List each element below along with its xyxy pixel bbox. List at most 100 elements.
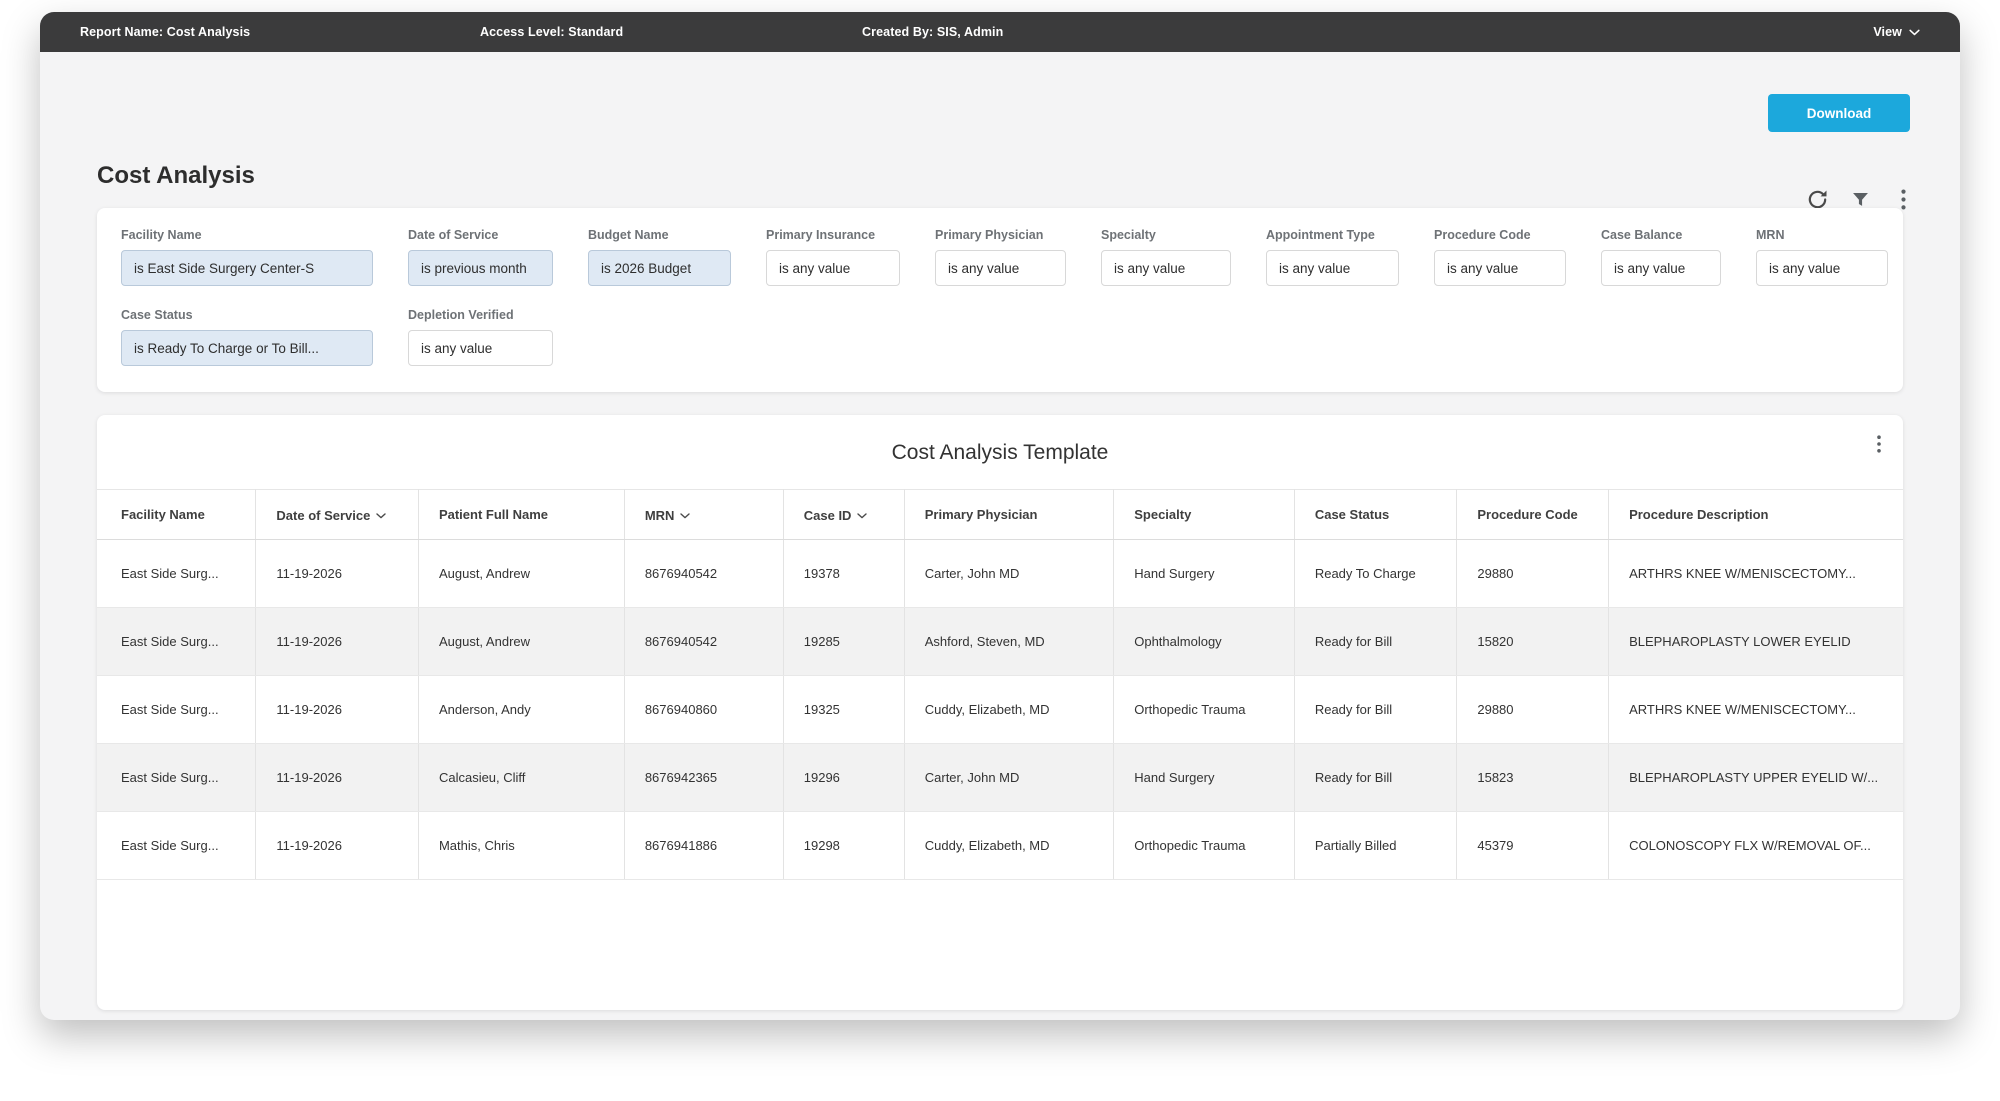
column-header-facility-name: Facility Name (97, 489, 257, 540)
filter-icon[interactable] (1847, 186, 1873, 212)
cell-specialty: Hand Surgery (1113, 743, 1295, 812)
table-row[interactable]: East Side Surg... 11-19-2026 Anderson, And… (97, 675, 1903, 744)
filter-label: Appointment Type (1266, 228, 1375, 242)
cell-patient-full-name: August, Andrew (418, 607, 625, 676)
filter-value-case-balance[interactable]: is any value (1601, 250, 1721, 286)
column-label: Procedure Code (1477, 507, 1578, 522)
filter-label: Primary Physician (935, 228, 1044, 242)
column-header-procedure-code: Procedure Code (1456, 489, 1610, 540)
cell-procedure-code: 29880 (1456, 675, 1610, 744)
cell-case-id: 19298 (783, 811, 905, 880)
cell-case-id: 19285 (783, 607, 905, 676)
cell-primary-physician: Cuddy, Elizabeth, MD (904, 675, 1115, 744)
sort-chevron-down-icon (857, 507, 868, 522)
table-title: Cost Analysis Template (891, 441, 1109, 464)
table-header-row: Facility Name Date of Service Patient Full… (97, 489, 1903, 540)
filter-value-mrn[interactable]: is any value (1756, 250, 1888, 286)
cell-facility-name: East Side Surg... (97, 811, 257, 880)
view-label: View (1873, 25, 1902, 39)
cell-case-status: Ready for Bill (1294, 675, 1458, 744)
table-row[interactable]: East Side Surg... 11-19-2026 August, Andre… (97, 607, 1903, 676)
filter-panel: Facility Name is East Side Surgery Center… (97, 208, 1903, 392)
filter-field-budget-name: Budget Name is 2026 Budget (588, 228, 731, 286)
filter-value-date-of-service[interactable]: is previous month (408, 250, 553, 286)
cell-procedure-description: BLEPHAROPLASTY LOWER EYELID (1608, 607, 1903, 676)
column-label: Case Status (1314, 507, 1390, 522)
column-label: Facility Name (121, 507, 205, 522)
cell-mrn: 8676942365 (624, 743, 784, 812)
table-row[interactable]: East Side Surg... 11-19-2026 August, Andre… (97, 539, 1903, 608)
filter-field-date-of-service: Date of Service is previous month (408, 228, 553, 286)
cell-specialty: Orthopedic Trauma (1113, 811, 1295, 880)
cell-procedure-code: 45379 (1456, 811, 1610, 880)
filter-value-facility-name[interactable]: is East Side Surgery Center-S (121, 250, 373, 286)
filter-value-depletion-verified[interactable]: is any value (408, 330, 553, 366)
column-label: Patient Full Name (438, 507, 549, 522)
column-header-procedure-description: Procedure Description (1608, 489, 1903, 540)
cell-facility-name: East Side Surg... (97, 743, 257, 812)
report-name-label: Report Name: Cost Analysis (80, 25, 251, 39)
report-actions (1804, 186, 1916, 212)
column-header-patient-full-name: Patient Full Name (418, 489, 625, 540)
filter-value-procedure-code[interactable]: is any value (1434, 250, 1566, 286)
filter-field-case-balance: Case Balance is any value (1601, 228, 1721, 286)
filter-label: Case Status (121, 308, 193, 322)
cell-primary-physician: Carter, John MD (904, 743, 1115, 812)
cell-patient-full-name: August, Andrew (418, 539, 625, 608)
cell-procedure-description: ARTHRS KNEE W/MENISCECTOMY... (1608, 675, 1903, 744)
filter-field-specialty: Specialty is any value (1101, 228, 1231, 286)
filter-field-case-status: Case Status is Ready To Charge or To Bill… (121, 308, 373, 366)
cell-mrn: 8676940542 (624, 607, 784, 676)
filter-value-budget-name[interactable]: is 2026 Budget (588, 250, 731, 286)
column-label: Specialty (1134, 507, 1192, 522)
cell-date-of-service: 11-19-2026 (255, 607, 419, 676)
app-window: Report Name: Cost Analysis Access Level:… (40, 12, 1960, 1020)
filter-value-case-status[interactable]: is Ready To Charge or To Bill... (121, 330, 373, 366)
cell-procedure-description: ARTHRS KNEE W/MENISCECTOMY... (1608, 539, 1903, 608)
cell-patient-full-name: Calcasieu, Cliff (418, 743, 625, 812)
filter-field-depletion-verified: Depletion Verified is any value (408, 308, 553, 366)
cell-facility-name: East Side Surg... (97, 539, 257, 608)
more-options-icon[interactable] (1890, 186, 1916, 212)
cost-analysis-table: Facility Name Date of Service Patient Full… (97, 489, 1903, 880)
filter-label: Case Balance (1601, 228, 1683, 242)
cell-date-of-service: 11-19-2026 (255, 539, 419, 608)
filter-value-primary-physician[interactable]: is any value (935, 250, 1066, 286)
table-body: East Side Surg... 11-19-2026 August, Andre… (97, 539, 1903, 880)
refresh-icon[interactable] (1804, 186, 1830, 212)
view-dropdown[interactable]: View (1873, 25, 1920, 39)
cell-specialty: Orthopedic Trauma (1113, 675, 1295, 744)
filter-label: Procedure Code (1434, 228, 1531, 242)
table-row[interactable]: East Side Surg... 11-19-2026 Calcasieu, Cl… (97, 743, 1903, 812)
cell-case-id: 19296 (783, 743, 905, 812)
report-topbar: Report Name: Cost Analysis Access Level:… (40, 12, 1960, 52)
column-header-mrn[interactable]: MRN (624, 489, 784, 540)
filter-value-appointment-type[interactable]: is any value (1266, 250, 1399, 286)
cell-case-id: 19325 (783, 675, 905, 744)
filter-row-1: Facility Name is East Side Surgery Center… (121, 228, 1888, 286)
cell-primary-physician: Carter, John MD (904, 539, 1115, 608)
cell-mrn: 8676940860 (624, 675, 784, 744)
column-header-date-of-service[interactable]: Date of Service (255, 489, 419, 540)
sort-chevron-down-icon (680, 507, 691, 522)
report-content: Download Cost Analysis Facility (40, 52, 1960, 1020)
filter-label: Specialty (1101, 228, 1156, 242)
cell-procedure-description: COLONOSCOPY FLX W/REMOVAL OF... (1608, 811, 1903, 880)
cell-patient-full-name: Mathis, Chris (418, 811, 625, 880)
cell-date-of-service: 11-19-2026 (255, 675, 419, 744)
cell-procedure-code: 15823 (1456, 743, 1610, 812)
cell-case-status: Ready for Bill (1294, 607, 1458, 676)
filter-value-specialty[interactable]: is any value (1101, 250, 1231, 286)
filter-field-procedure-code: Procedure Code is any value (1434, 228, 1566, 286)
download-button[interactable]: Download (1768, 94, 1910, 132)
cell-case-status: Ready for Bill (1294, 743, 1458, 812)
table-row[interactable]: East Side Surg... 11-19-2026 Mathis, Chris… (97, 811, 1903, 880)
column-header-case-id[interactable]: Case ID (783, 489, 905, 540)
filter-value-primary-insurance[interactable]: is any value (766, 250, 900, 286)
table-more-options-icon[interactable] (1877, 435, 1881, 458)
cell-procedure-description: BLEPHAROPLASTY UPPER EYELID W/... (1608, 743, 1903, 812)
cell-mrn: 8676941886 (624, 811, 784, 880)
filter-label: Budget Name (588, 228, 669, 242)
table-card: Cost Analysis Template Facility Name Date… (97, 415, 1903, 1010)
cell-mrn: 8676940542 (624, 539, 784, 608)
